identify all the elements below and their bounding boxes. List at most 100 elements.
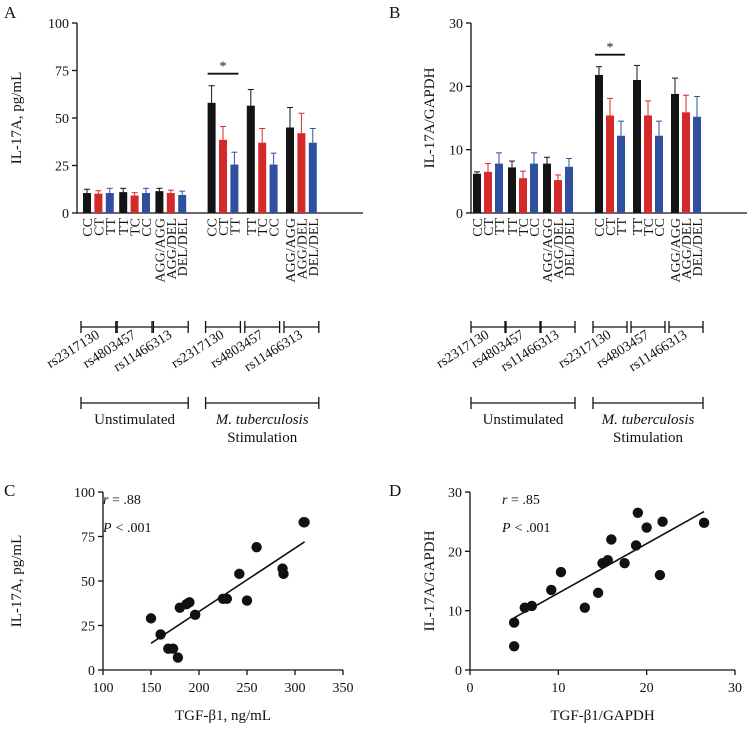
category-label: TC <box>129 218 144 236</box>
bar <box>682 112 690 213</box>
category-label: TT <box>506 218 521 236</box>
bar <box>246 105 255 213</box>
data-point <box>278 568 289 580</box>
bar <box>297 133 306 213</box>
condition-label: Stimulation <box>227 430 298 446</box>
category-label: AGG/AGG <box>669 218 684 283</box>
x-tick-label: 0 <box>467 681 474 696</box>
bar <box>565 166 573 213</box>
category-label: TT <box>228 218 243 236</box>
y-tick-label: 0 <box>456 207 463 222</box>
x-tick-label: 30 <box>728 681 742 696</box>
p-value: < .001 <box>515 521 551 536</box>
p-symbol: P <box>501 521 511 536</box>
category-label: TT <box>493 218 508 236</box>
y-tick-label: 100 <box>74 486 95 501</box>
category-label: CC <box>81 218 96 237</box>
x-tick-label: 100 <box>93 681 114 696</box>
bar <box>308 142 317 213</box>
category-label: CT <box>92 218 107 236</box>
y-tick-label: 30 <box>449 17 463 32</box>
bar <box>178 194 187 213</box>
p-statistic: P < .001 <box>102 521 151 536</box>
bar <box>473 173 481 213</box>
category-label: TC <box>517 218 532 236</box>
category-label: CT <box>217 218 232 236</box>
data-point <box>632 507 644 518</box>
x-tick-label: 200 <box>189 681 210 696</box>
x-axis-label: TGF-β1/GAPDH <box>550 708 654 724</box>
x-axis-label: TGF-β1, ng/mL <box>175 708 271 724</box>
panel-label: C <box>4 481 15 500</box>
category-label: TC <box>256 218 271 236</box>
category-label: CC <box>471 218 486 237</box>
bar <box>554 180 562 213</box>
condition-label-italic: M. tuberculosis <box>215 412 309 428</box>
bar <box>617 135 625 213</box>
bar <box>207 102 216 213</box>
y-tick-label: 50 <box>55 112 69 127</box>
y-axis-label: IL-17A, pg/mL <box>9 72 25 164</box>
data-point <box>508 617 520 628</box>
data-point <box>619 558 630 569</box>
category-label: CT <box>604 218 619 236</box>
category-label: CC <box>593 218 608 237</box>
panel-A: AIL-17A, pg/mL0255075100CCCTTTTTTCCCAGG/… <box>4 3 363 446</box>
x-tick-label: 250 <box>237 681 258 696</box>
category-label: DEL/DEL <box>563 218 578 276</box>
data-point <box>508 641 520 652</box>
category-label: CC <box>653 218 668 237</box>
p-statistic: P < .001 <box>501 521 550 536</box>
significance-star: * <box>220 60 227 75</box>
condition-label-italic: M. tuberculosis <box>601 412 695 428</box>
category-label: AGG/DEL <box>552 218 567 279</box>
data-point <box>555 566 567 578</box>
y-tick-label: 75 <box>55 65 69 80</box>
category-label: TT <box>631 218 646 236</box>
bar <box>655 135 663 213</box>
category-label: DEL/DEL <box>176 218 191 276</box>
category-label: AGG/AGG <box>541 218 556 283</box>
condition-label: Unstimulated <box>94 412 175 428</box>
bar <box>484 171 492 213</box>
data-point <box>251 541 262 553</box>
category-label: CT <box>482 218 497 236</box>
p-value: < .001 <box>116 521 152 536</box>
y-tick-label: 0 <box>88 664 95 679</box>
x-tick-label: 150 <box>141 681 162 696</box>
condition-label: Unstimulated <box>483 412 564 428</box>
bar <box>105 193 114 213</box>
regression-line <box>150 541 306 644</box>
category-label: AGG/AGG <box>284 218 299 283</box>
bar <box>166 193 175 213</box>
y-tick-label: 0 <box>455 664 462 679</box>
y-tick-label: 20 <box>449 80 463 95</box>
bar <box>644 115 652 213</box>
bar <box>119 192 128 213</box>
bar <box>519 178 527 213</box>
data-point <box>592 587 604 599</box>
bar <box>83 193 91 213</box>
category-label: CC <box>268 218 283 237</box>
r-value: = .85 <box>507 493 539 508</box>
bar <box>543 163 551 213</box>
category-label: TT <box>104 218 119 236</box>
x-tick-label: 10 <box>551 681 565 696</box>
data-point <box>630 540 642 551</box>
bar <box>595 74 603 213</box>
y-tick-label: 25 <box>81 620 95 635</box>
panel-label: B <box>389 3 400 22</box>
data-point <box>526 600 538 612</box>
category-label: TC <box>642 218 657 236</box>
category-label: CC <box>140 218 155 237</box>
bar <box>286 127 294 213</box>
y-tick-label: 50 <box>81 575 95 590</box>
bar <box>495 163 503 213</box>
data-point <box>579 602 591 613</box>
data-point <box>155 629 166 640</box>
panel-B: BIL-17A/GAPDH0102030CCCTTTTTTCCCAGG/AGGA… <box>389 3 747 446</box>
data-point <box>698 517 710 529</box>
data-point <box>145 613 157 624</box>
category-label: AGG/DEL <box>165 218 180 279</box>
